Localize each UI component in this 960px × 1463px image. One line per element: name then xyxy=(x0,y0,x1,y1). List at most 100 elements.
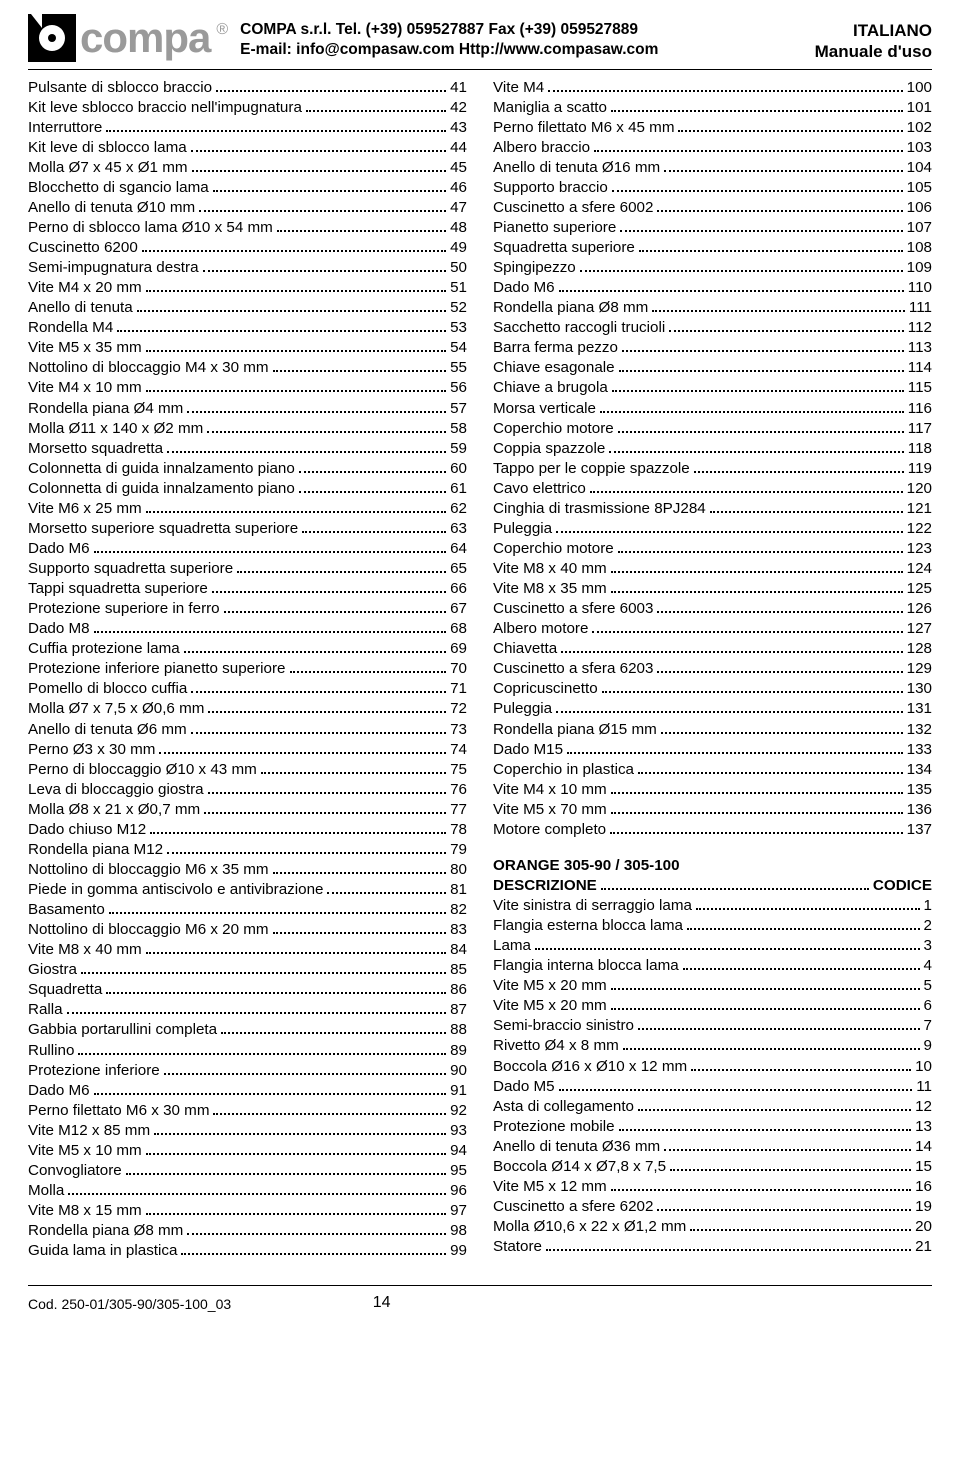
toc-entry-label: Puleggia xyxy=(493,519,552,539)
toc-dots xyxy=(290,662,447,673)
toc-entry-label: Asta di collegamento xyxy=(493,1097,634,1117)
logo-mark xyxy=(28,14,76,62)
toc-dots xyxy=(192,160,447,171)
toc-dots xyxy=(167,441,446,452)
toc-entry: Protezione inferiore pianetto superiore7… xyxy=(28,659,467,679)
toc-entry-label: Tappo per le coppie spazzole xyxy=(493,459,690,479)
toc-dots xyxy=(150,822,446,833)
toc-entry-label: Dado chiuso M12 xyxy=(28,820,146,840)
toc-dots xyxy=(556,521,903,532)
toc-entry: Vite sinistra di serraggio lama1 xyxy=(493,896,932,916)
fax-label: Fax xyxy=(489,21,516,38)
url-value: www.compasaw.com xyxy=(504,41,659,58)
toc-dots xyxy=(687,919,920,930)
toc-entry: Coperchio motore117 xyxy=(493,419,932,439)
toc-dots xyxy=(68,1184,446,1195)
toc-entry-page: 103 xyxy=(907,138,932,158)
toc-entry: DESCRIZIONECODICE xyxy=(493,876,932,896)
toc-entry-page: 52 xyxy=(450,298,467,318)
toc-dots xyxy=(710,501,903,512)
toc-entry-label: Rondella piana Ø8 mm xyxy=(493,298,648,318)
toc-entry-label: Perno filettato M6 x 45 mm xyxy=(493,118,674,138)
toc-entry-label: Vite M4 x 20 mm xyxy=(28,278,142,298)
toc-entry-page: 129 xyxy=(907,659,932,679)
toc-entry-label: Vite M12 x 85 mm xyxy=(28,1121,150,1141)
toc-entry-label: Vite M5 x 10 mm xyxy=(28,1141,142,1161)
toc-entry-label: Molla Ø8 x 21 x Ø0,7 mm xyxy=(28,800,200,820)
toc-dots xyxy=(146,281,446,292)
toc-entry: Flangia esterna blocca lama2 xyxy=(493,916,932,936)
toc-entry-label: Cuscinetto a sfera 6203 xyxy=(493,659,653,679)
toc-entry: Rondella M453 xyxy=(28,318,467,338)
toc-dots xyxy=(208,782,446,793)
toc-entry-label: Cuscinetto 6200 xyxy=(28,238,138,258)
toc-entry-label: Lama xyxy=(493,936,531,956)
toc-entry: Vite M5 x 20 mm6 xyxy=(493,996,932,1016)
toc-entry: Rondella piana M1279 xyxy=(28,840,467,860)
toc-entry: Cuffia protezione lama69 xyxy=(28,639,467,659)
toc-entry-label: Pomello di blocco cuffia xyxy=(28,679,187,699)
toc-entry-page: 99 xyxy=(450,1241,467,1261)
toc-dots xyxy=(567,742,903,753)
toc-dots xyxy=(611,999,920,1010)
toc-entry-label: Molla Ø7 x 7,5 x Ø0,6 mm xyxy=(28,699,204,719)
company-name: COMPA s.r.l. xyxy=(240,21,331,38)
toc-entry-page: 57 xyxy=(450,399,467,419)
toc-dots xyxy=(212,582,446,593)
toc-entry: Morsa verticale116 xyxy=(493,399,932,419)
toc-entry-label: Protezione inferiore xyxy=(28,1061,160,1081)
toc-entry: Vite M6 x 25 mm62 xyxy=(28,499,467,519)
toc-entry-page: 45 xyxy=(450,158,467,178)
toc-entry-page: 113 xyxy=(908,338,932,358)
toc-entry-page: 12 xyxy=(915,1097,932,1117)
toc-entry-label: Coppia spazzole xyxy=(493,439,605,459)
toc-entry-page: CODICE xyxy=(873,876,932,896)
toc-entry-label: Protezione superiore in ferro xyxy=(28,599,220,619)
toc-entry-label: Rondella piana Ø4 mm xyxy=(28,399,183,419)
toc-dots xyxy=(81,963,446,974)
toc-dots xyxy=(187,401,446,412)
toc-entry-page: 115 xyxy=(908,378,932,398)
toc-entry-page: 111 xyxy=(909,298,932,318)
toc-entry-label: Vite M8 x 40 mm xyxy=(493,559,607,579)
toc-entry-page: 19 xyxy=(915,1197,932,1217)
toc-dots xyxy=(184,642,446,653)
toc-entry-label: Cuscinetto a sfere 6202 xyxy=(493,1197,653,1217)
toc-entry-label: Coperchio motore xyxy=(493,539,614,559)
section-title: ORANGE 305-90 / 305-100 xyxy=(493,856,932,876)
toc-entry-label: Vite M5 x 70 mm xyxy=(493,800,607,820)
toc-entry-label: Rivetto Ø4 x 8 mm xyxy=(493,1036,619,1056)
toc-entry-page: 74 xyxy=(450,740,467,760)
toc-entry-label: Cuscinetto a sfere 6003 xyxy=(493,599,653,619)
toc-entry: Supporto braccio105 xyxy=(493,178,932,198)
toc-entry-label: Flangia interna blocca lama xyxy=(493,956,679,976)
toc-entry: Dado M15133 xyxy=(493,740,932,760)
toc-entry: Vite M8 x 35 mm125 xyxy=(493,579,932,599)
toc-entry-label: Dado M6 xyxy=(493,278,555,298)
toc-dots xyxy=(638,1019,920,1030)
toc-dots xyxy=(237,562,446,573)
toc-entry-label: Vite M4 x 10 mm xyxy=(28,378,142,398)
toc-entry-label: Semi-impugnatura destra xyxy=(28,258,199,278)
toc-entry-label: Leva di bloccaggio giostra xyxy=(28,780,204,800)
toc-entry-page: 41 xyxy=(450,78,467,98)
toc-entry-label: Albero braccio xyxy=(493,138,590,158)
toc-entry: Rondella piana Ø8 mm98 xyxy=(28,1221,467,1241)
toc-entry: Semi-braccio sinistro7 xyxy=(493,1016,932,1036)
toc-entry: Vite M4 x 10 mm135 xyxy=(493,780,932,800)
toc-entry-label: Flangia esterna blocca lama xyxy=(493,916,683,936)
toc-dots xyxy=(159,742,446,753)
toc-entry: Vite M8 x 15 mm97 xyxy=(28,1201,467,1221)
toc-dots xyxy=(126,1163,446,1174)
toc-entry-label: Basamento xyxy=(28,900,105,920)
toc-entry: Protezione superiore in ferro67 xyxy=(28,599,467,619)
toc-entry: Puleggia122 xyxy=(493,519,932,539)
toc-entry: Nottolino di bloccaggio M4 x 30 mm55 xyxy=(28,358,467,378)
toc-entry-page: 10 xyxy=(915,1057,932,1077)
toc-dots xyxy=(657,1200,911,1211)
toc-entry-page: 64 xyxy=(450,539,467,559)
toc-entry-label: Rondella piana Ø8 mm xyxy=(28,1221,183,1241)
toc-entry: Guida lama in plastica99 xyxy=(28,1241,467,1261)
toc-entry-page: 49 xyxy=(450,238,467,258)
logo-text: compa xyxy=(80,17,210,59)
